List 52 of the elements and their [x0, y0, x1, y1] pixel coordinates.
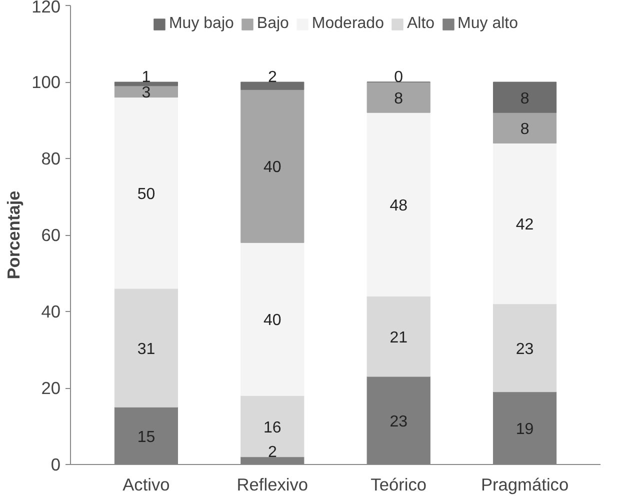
data-label: 19	[516, 421, 534, 438]
data-label: 2	[268, 69, 277, 86]
data-label: 0	[394, 69, 404, 86]
data-label: 3	[142, 84, 151, 102]
data-label: 23	[390, 414, 408, 431]
bar	[114, 97, 178, 289]
data-label: 21	[390, 329, 408, 346]
data-label: 8	[520, 120, 530, 138]
legend-label: Alto	[406, 15, 435, 33]
data-label: 31	[137, 340, 156, 358]
data-label: 8	[394, 90, 404, 108]
data-label: 48	[390, 197, 408, 214]
data-label: 40	[264, 312, 282, 330]
x-tick-label: Teórico	[370, 474, 427, 494]
data-label: 1	[142, 69, 151, 86]
bar	[114, 82, 178, 86]
bar	[366, 82, 430, 113]
y-tick-label: 100	[32, 72, 61, 92]
y-axis-title: Porcentaje	[4, 190, 24, 280]
bar	[240, 395, 304, 458]
bar	[366, 112, 430, 296]
y-tick-label: 40	[41, 302, 61, 322]
data-label: 2	[268, 444, 277, 461]
y-tick-label: 20	[41, 378, 61, 398]
x-tick-label: Pragmático	[480, 474, 569, 494]
bar	[366, 296, 430, 377]
data-label: 23	[516, 340, 534, 358]
y-tick-label: 0	[50, 454, 61, 474]
y-tick-label: 80	[41, 148, 61, 168]
data-label: 16	[264, 419, 282, 436]
bar	[492, 112, 557, 144]
legend-label: Bajo	[256, 15, 289, 33]
y-tick-label: 60	[41, 225, 61, 245]
bar	[492, 82, 557, 113]
data-label: 40	[264, 159, 282, 176]
bar	[114, 86, 178, 98]
bar	[114, 288, 178, 408]
bar	[240, 82, 304, 90]
legend-label: Muy alto	[458, 15, 518, 33]
x-tick-label: Reflexivo	[236, 474, 308, 494]
legend-label: Moderado	[312, 15, 384, 33]
data-label: 8	[520, 90, 530, 108]
legend-label: Muy bajo	[168, 15, 234, 33]
bar	[240, 89, 304, 243]
data-label: 50	[137, 186, 156, 203]
data-label: 15	[137, 428, 156, 446]
x-tick-label: Activo	[122, 474, 170, 494]
y-tick-label: 120	[32, 0, 61, 16]
bar	[492, 304, 557, 392]
bar	[240, 242, 304, 396]
data-label: 42	[516, 216, 534, 234]
bar	[492, 142, 557, 304]
